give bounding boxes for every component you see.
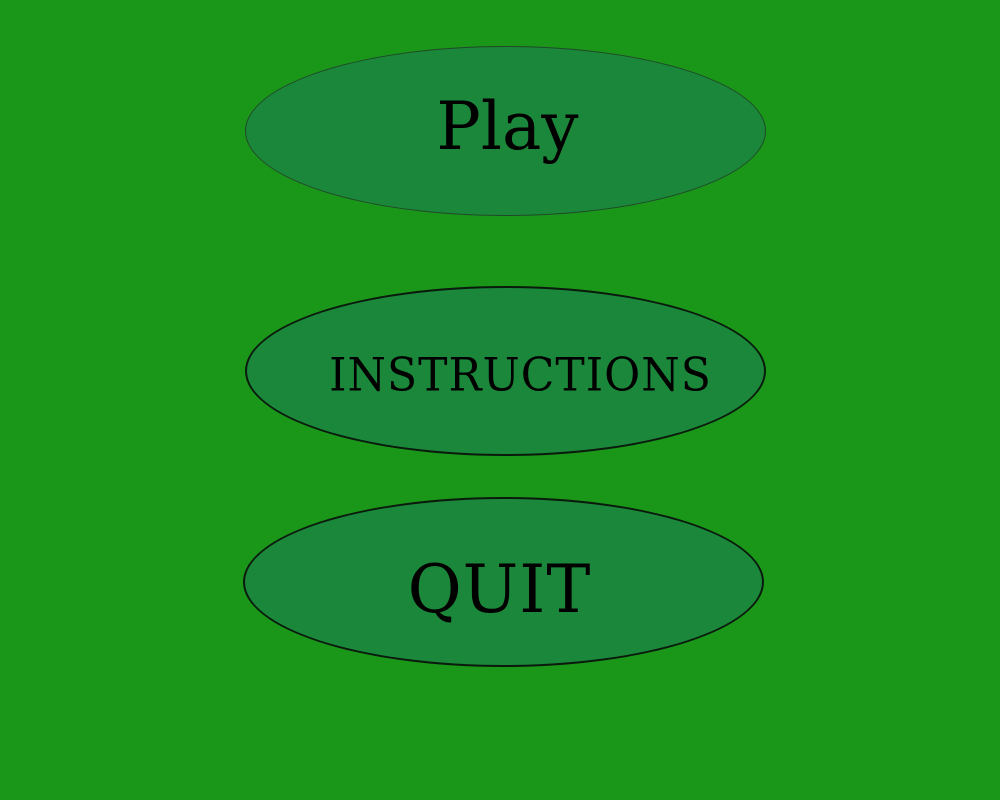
play-button[interactable]: Play xyxy=(245,46,766,216)
instructions-button[interactable]: INSTRUCTIONS xyxy=(245,286,766,456)
play-button-label: Play xyxy=(436,88,579,165)
instructions-button-label: INSTRUCTIONS xyxy=(329,348,712,403)
quit-button[interactable]: QUIT xyxy=(243,497,764,667)
quit-button-label: QUIT xyxy=(407,551,592,628)
